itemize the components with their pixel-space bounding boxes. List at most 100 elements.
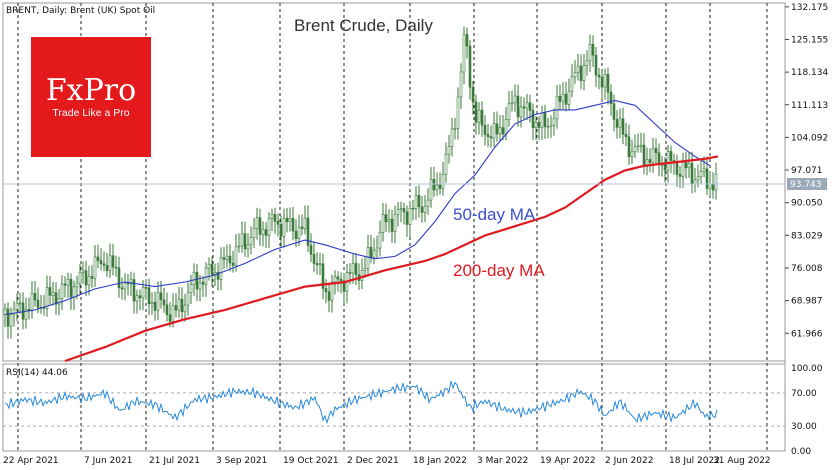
candle-body xyxy=(234,246,238,266)
candle-body xyxy=(162,299,166,306)
candle-body xyxy=(183,304,187,313)
candle-body xyxy=(468,45,472,88)
candle-body xyxy=(519,106,523,118)
candle-body xyxy=(153,301,157,311)
candle-body xyxy=(72,286,76,298)
candle-body xyxy=(702,168,706,172)
candle-body xyxy=(255,217,259,229)
candle-body xyxy=(84,270,88,286)
candle-body xyxy=(372,250,376,258)
candle-body xyxy=(693,179,697,185)
candle-body xyxy=(36,299,40,308)
candle-body xyxy=(618,118,622,128)
candle-body xyxy=(402,208,406,213)
candle-body xyxy=(297,226,301,239)
candle-body xyxy=(396,209,400,215)
price-candles xyxy=(3,26,718,339)
candle-body xyxy=(132,279,136,302)
candle-body xyxy=(306,217,310,246)
candle-body xyxy=(591,44,595,56)
candle-body xyxy=(708,183,712,189)
chart-header: BRENT, Daily: Brent (UK) Spot Oil xyxy=(6,6,155,16)
candle-body xyxy=(291,218,295,232)
candle-body xyxy=(423,205,427,213)
candle-body xyxy=(285,217,289,222)
candle-body xyxy=(681,162,685,177)
candle-body xyxy=(450,128,454,147)
candle-body xyxy=(486,134,490,138)
candle-body xyxy=(642,144,646,167)
candle-body xyxy=(444,154,448,175)
candle-body xyxy=(102,263,106,266)
candle-body xyxy=(429,178,433,201)
candle-body xyxy=(348,272,352,274)
logo-background xyxy=(31,37,151,157)
candle-body xyxy=(51,292,55,296)
candle-body xyxy=(228,255,232,264)
rsi-levels: 100.00 70.00 30.00 0.00 xyxy=(3,364,823,457)
candle-body xyxy=(243,233,247,250)
candle-body xyxy=(474,101,478,123)
candle-body xyxy=(714,174,718,191)
candle-body xyxy=(144,286,148,289)
candle-body xyxy=(192,271,196,285)
candle-body xyxy=(492,123,496,139)
candle-body xyxy=(498,127,502,135)
candle-body xyxy=(690,163,694,185)
candle-body xyxy=(393,213,397,232)
x-tick-label: 3 Mar 2022 xyxy=(477,456,528,466)
candle-body xyxy=(354,263,358,276)
candle-body xyxy=(441,174,445,189)
candle-body xyxy=(663,164,667,171)
candle-body xyxy=(177,298,181,311)
candle-body xyxy=(279,224,283,237)
x-tick-label: 21 Jul 2021 xyxy=(149,456,200,466)
candle-body xyxy=(711,183,715,191)
candle-body xyxy=(570,76,574,92)
candle-body xyxy=(18,302,22,305)
candle-body xyxy=(528,102,532,111)
chart-title: Brent Crude, Daily xyxy=(294,16,433,35)
candle-body xyxy=(204,267,208,285)
fxpro-logo: FxPro Trade Like a Pro xyxy=(31,37,151,157)
candle-body xyxy=(414,194,418,209)
candle-body xyxy=(321,263,325,289)
candle-body xyxy=(531,110,535,129)
candle-body xyxy=(225,255,229,260)
candle-body xyxy=(633,146,637,153)
candle-body xyxy=(87,276,91,286)
candle-body xyxy=(504,119,508,135)
rsi-line-path xyxy=(4,380,718,425)
candle-body xyxy=(651,148,655,163)
candle-body xyxy=(696,176,700,181)
rsi-level-label: 100.00 xyxy=(791,364,823,374)
candle-body xyxy=(360,269,364,281)
candle-body xyxy=(141,286,145,299)
candle-body xyxy=(447,146,451,155)
candle-body xyxy=(249,237,253,246)
candle-body xyxy=(561,93,565,102)
candle-body xyxy=(576,65,580,73)
candle-body xyxy=(324,288,328,293)
candle-body xyxy=(585,60,589,66)
legend-200-day-ma: 200-day MA xyxy=(453,261,545,280)
candle-body xyxy=(129,279,133,285)
candle-body xyxy=(3,308,7,315)
candle-body xyxy=(168,314,172,322)
candle-body xyxy=(189,284,193,294)
candle-body xyxy=(111,255,115,268)
candle-body xyxy=(453,128,457,130)
candle-body xyxy=(411,207,415,210)
price-axis: 132.175 125.155 118.134 111.113 104.092 97.07… xyxy=(785,3,828,339)
candle-body xyxy=(147,287,151,305)
candle-body xyxy=(600,76,604,88)
candle-body xyxy=(231,262,235,266)
candle-body xyxy=(9,314,13,327)
candle-body xyxy=(315,263,319,266)
candle-body xyxy=(30,293,34,312)
candle-body xyxy=(384,214,388,223)
candle-body xyxy=(273,214,277,222)
candle-body xyxy=(375,247,379,252)
candle-body xyxy=(390,218,394,232)
